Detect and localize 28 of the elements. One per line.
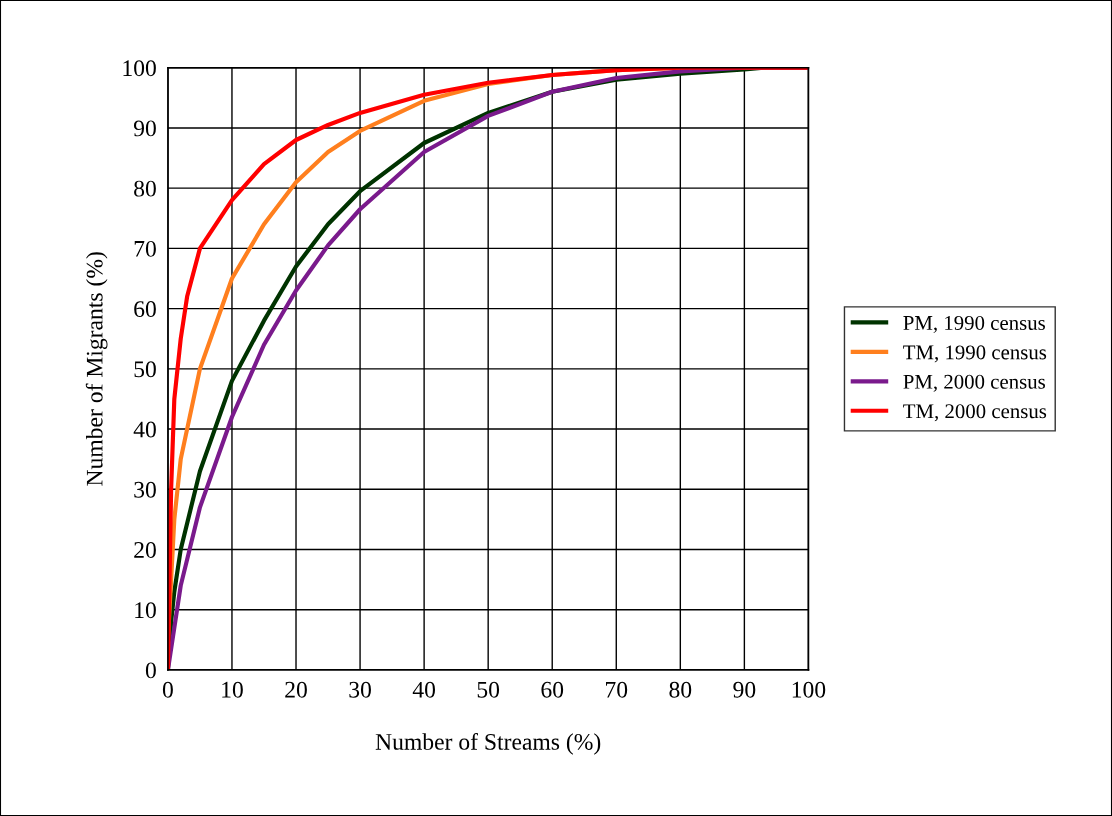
x-tick-label: 70 [606, 681, 628, 698]
y-tick-label: 20 [134, 541, 156, 558]
x-tick-label: 40 [412, 681, 436, 698]
y-tick-label: 100 [123, 60, 156, 77]
x-tick-label: 0 [162, 681, 173, 698]
y-tick-label: 70 [134, 240, 156, 257]
x-tick-label: 30 [349, 681, 371, 698]
legend-label: TM, 1990 census [903, 345, 1047, 363]
legend-label: PM, 2000 census [903, 374, 1045, 392]
y-tick-label: 10 [135, 602, 156, 619]
y-tick-label: 60 [134, 301, 156, 318]
legend-label: TM, 2000 census [903, 404, 1047, 422]
y-tick-label: 40 [133, 421, 156, 438]
x-tick-label: 20 [285, 681, 307, 698]
x-tick-label: 50 [477, 681, 500, 698]
y-tick-label: 80 [134, 180, 156, 197]
x-tick-label: 100 [792, 681, 826, 698]
y-tick-label: 90 [133, 120, 156, 137]
y-axis-title: Number of Migrants (%) [85, 252, 108, 486]
legend-label: PM, 1990 census [903, 315, 1045, 333]
x-tick-label: 90 [733, 681, 756, 698]
x-tick-label: 60 [541, 681, 564, 698]
x-tick-label: 10 [222, 681, 243, 698]
y-tick-label: 50 [134, 361, 156, 378]
y-tick-label: 30 [134, 481, 156, 498]
y-tick-label: 0 [145, 662, 156, 679]
x-tick-label: 80 [669, 681, 692, 698]
x-axis-title: Number of Streams (%) [375, 733, 601, 755]
